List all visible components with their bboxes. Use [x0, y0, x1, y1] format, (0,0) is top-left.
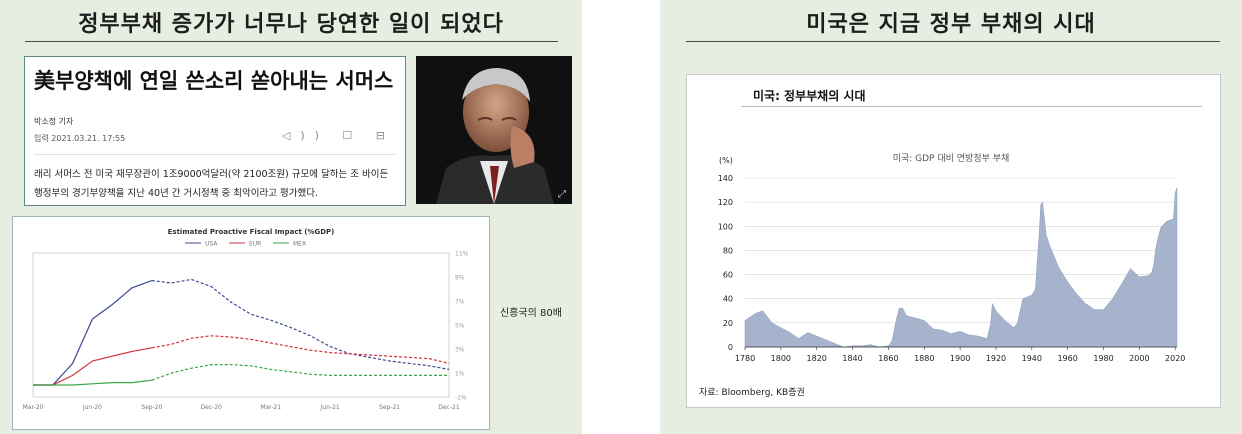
x-tick-label: 2020: [1165, 354, 1185, 363]
series-line-usa: [33, 280, 153, 386]
x-tick-label: 2000: [1129, 354, 1149, 363]
article-tool-icons[interactable]: ◁)) ☐ ⊟: [281, 129, 395, 142]
left-panel: 정부부채 증가가 너무나 당연한 일이 되었다 美부양책에 연일 쓴소리 쏟아내…: [0, 0, 582, 434]
chart-title: 미국: GDP 대비 연방정부 부채: [893, 153, 1010, 164]
side-note: 신흥국의 80배: [500, 308, 562, 319]
fiscal-impact-chart: Estimated Proactive Fiscal Impact (%GDP)…: [12, 216, 490, 430]
chart-title: Estimated Proactive Fiscal Impact (%GDP): [168, 228, 335, 236]
x-tick-label: Sep-20: [141, 404, 162, 411]
chart-source: 자료: Bloomberg, KB증권: [699, 388, 805, 398]
legend-label-usa: USA: [205, 241, 218, 248]
us-debt-svg: 미국: GDP 대비 연방정부 부채 (%) 0 20 40 60 80 100 120 140 1…: [718, 153, 1186, 363]
y-tick-label: 80: [723, 246, 733, 255]
series-line-eur: [33, 347, 152, 386]
y-tick-label: 11%: [455, 251, 469, 258]
series-line-mex: [33, 379, 152, 386]
y-tick-label: 100: [718, 222, 733, 231]
article-body: 래리 서머스 전 미국 재무장관이 1조9000억달러(약 2100조원) 규모…: [34, 169, 389, 199]
x-tick-label: Jun-21: [320, 404, 340, 411]
portrait-illustration: [416, 56, 572, 204]
y-tick-label: 9%: [455, 275, 465, 282]
x-tick-label: 1800: [771, 354, 791, 363]
x-tick-label: 1820: [807, 354, 827, 363]
x-tick-label: Mar-20: [23, 404, 44, 411]
series-projection-eur: [151, 335, 450, 364]
x-tick-label: Sep-21: [379, 404, 400, 411]
legend-label-eur: EUR: [249, 241, 261, 248]
article-byline: 박소정 기자: [34, 117, 74, 126]
x-tick-label: 1980: [1093, 354, 1113, 363]
portrait-photo: ⤢: [416, 56, 572, 204]
left-title-rule: [25, 41, 558, 42]
y-tick-label: 40: [723, 295, 733, 304]
y-tick-label: 0: [728, 343, 733, 352]
article-dateline: 입력 2021.03.21. 17:55: [34, 134, 126, 143]
x-tick-label: 1940: [1022, 354, 1042, 363]
us-debt-chart-rule: [741, 106, 1202, 107]
x-tick-label: 1920: [986, 354, 1006, 363]
us-debt-chart-card: 미국: 정부부채의 시대 미국: GDP 대비 연방정부 부채 (%) 0 20 40 6…: [686, 74, 1221, 408]
x-tick-label: Dec-20: [201, 404, 223, 411]
fiscal-impact-svg: Estimated Proactive Fiscal Impact (%GDP)…: [23, 228, 469, 411]
y-tick-label: 5%: [455, 323, 465, 330]
x-tick-label: 1840: [842, 354, 862, 363]
plot-frame: [32, 252, 450, 398]
x-tick-label: Dec-21: [438, 404, 460, 411]
expand-icon[interactable]: ⤢: [558, 189, 566, 200]
legend-label-mex: MEX: [293, 241, 306, 248]
us-debt-chart-heading: 미국: 정부부채의 시대: [753, 89, 866, 103]
left-panel-title: 정부부채 증가가 너무나 당연한 일이 되었다: [78, 12, 504, 37]
y-tick-label: 7%: [455, 299, 465, 306]
right-panel-title: 미국은 지금 정부 부채의 시대: [806, 12, 1096, 37]
y-tick-label: 20: [723, 319, 733, 328]
y-axis-unit: (%): [719, 156, 733, 165]
series-projection-mex: [151, 364, 449, 381]
article-divider: [34, 154, 396, 155]
y-tick-label: 60: [723, 271, 733, 280]
x-tick-label: 1780: [735, 354, 755, 363]
x-tick-label: 1880: [914, 354, 934, 363]
x-tick-label: Jun-20: [82, 404, 102, 411]
x-tick-label: 1900: [950, 354, 970, 363]
x-tick-label: 1860: [878, 354, 898, 363]
article-headline: 美부양책에 연일 쓴소리 쏟아내는 서머스: [34, 69, 394, 93]
series-projection-usa: [151, 278, 450, 370]
x-tick-label: Mar-21: [260, 404, 281, 411]
y-tick-label: 3%: [455, 347, 465, 354]
right-title-rule: [686, 41, 1220, 42]
y-tick-label: -1%: [455, 395, 467, 402]
debt-area: [744, 187, 1178, 348]
y-tick-label: 1%: [455, 371, 465, 378]
x-tick-label: 1960: [1057, 354, 1077, 363]
y-tick-label: 120: [718, 198, 733, 207]
news-article-card: 美부양책에 연일 쓴소리 쏟아내는 서머스 박소정 기자 입력 2021.03.…: [24, 56, 406, 206]
y-tick-label: 140: [718, 174, 733, 183]
